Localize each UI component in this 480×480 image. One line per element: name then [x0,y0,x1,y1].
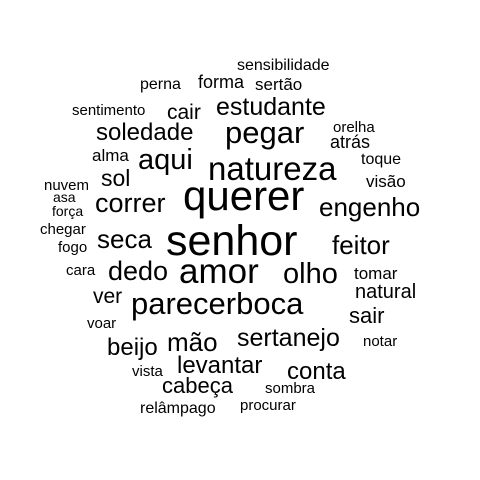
word-nuvem: nuvem [44,177,90,194]
word-beijo: beijo [107,334,158,361]
word-olho: olho [283,258,338,290]
word-seca: seca [97,224,152,254]
word-sol: sol [101,165,131,191]
word-soledade: soledade [96,119,194,146]
word-mao: mão [167,327,218,357]
word-correr: correr [95,188,166,218]
word-amor: amor [179,252,259,291]
word-procurar: procurar [240,397,296,414]
word-conta: conta [287,358,346,385]
word-sair: sair [349,303,385,328]
word-levantar: levantar [177,352,263,379]
word-orelha: orelha [333,119,375,136]
word-atras: atrás [330,132,371,152]
word-forca: força [52,203,84,219]
word-estudante: estudante [216,93,326,121]
word-cara: cara [66,262,96,279]
word-chegar: chegar [40,221,86,238]
word-toque: toque [361,151,402,168]
word-cabeca: cabeça [162,373,233,398]
word-voar: voar [87,315,117,332]
word-engenho: engenho [319,192,421,222]
word-sertao: sertão [255,75,303,94]
word-alma: alma [92,146,129,165]
word-cair: cair [167,101,201,124]
word-natural: natural [355,281,417,303]
word-parecerboca: parecerboca [131,286,304,321]
word-pegar: pegar [225,115,305,150]
word-forma: forma [198,72,245,92]
word-senhor: senhor [166,217,298,265]
word-ver: ver [93,285,123,308]
word-sombra: sombra [265,380,316,397]
word-sertanejo: sertanejo [237,324,340,352]
word-notar: notar [363,333,398,350]
word-fogo: fogo [58,239,88,256]
word-relampago: relâmpago [140,400,216,417]
word-tomar: tomar [354,264,398,283]
word-aqui: aqui [138,144,193,176]
word-sentimento: sentimento [72,102,146,119]
word-natureza: natureza [208,150,337,187]
word-asa: asa [53,189,76,205]
word-feitor: feitor [332,230,390,260]
word-visao: visão [366,172,406,191]
word-querer: querer [183,172,305,219]
word-sensibilidade: sensibilidade [237,57,330,74]
word-perna: perna [140,76,181,93]
word-dedo: dedo [108,256,169,286]
word-vista: vista [132,363,163,380]
